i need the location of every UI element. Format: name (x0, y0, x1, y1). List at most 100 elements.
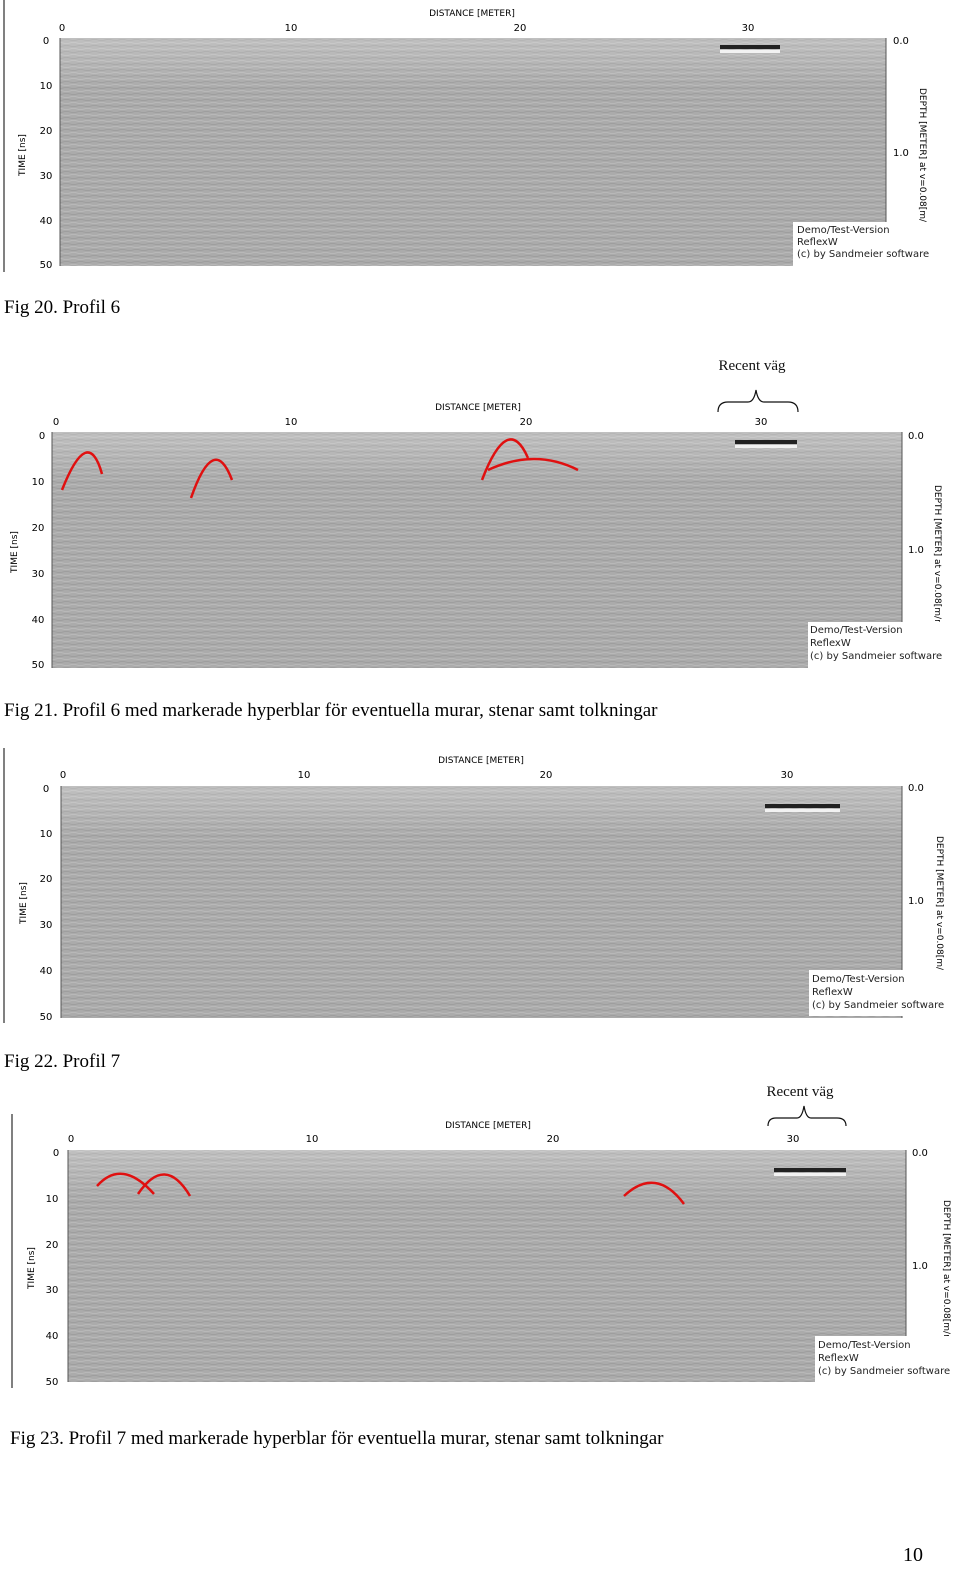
watermark-line: (c) by Sandmeier software (810, 651, 942, 662)
x-tick: 0 (60, 770, 66, 781)
hyperbola-markers (60, 438, 579, 499)
y-tick: 20 (46, 1240, 59, 1251)
watermark-box (808, 622, 948, 668)
road-brace (767, 1105, 847, 1127)
y-tick: 40 (40, 216, 53, 227)
depth-tick: 1.0 (908, 896, 924, 907)
recent-road-annotation: Recent väg (766, 1084, 834, 1100)
x-axis-label: DISTANCE [METER] (429, 9, 515, 19)
y-tick: 10 (40, 829, 53, 840)
depth-tick: 1.0 (893, 148, 909, 159)
depth-tick: 1.0 (908, 545, 924, 556)
watermark-line: ReflexW (797, 237, 838, 248)
road-brace (717, 389, 799, 413)
depth-axis-label: DEPTH [METER] at v=0.08[m/ns] (941, 1200, 951, 1348)
radargram-fig20: DISTANCE [METER] 0 10 20 30 0 10 20 30 4… (0, 0, 940, 272)
road-reflector-light (720, 50, 780, 53)
caption-fig23: Fig 23. Profil 7 med markerade hyperblar… (10, 1428, 664, 1449)
x-tick: 20 (547, 1134, 560, 1145)
watermark-line: (c) by Sandmeier software (818, 1366, 950, 1377)
y-tick: 10 (46, 1194, 59, 1205)
y-tick: 40 (32, 615, 45, 626)
y-tick: 0 (43, 784, 49, 795)
y-tick: 20 (40, 126, 53, 137)
road-reflector-light (774, 1173, 846, 1176)
road-reflector (774, 1168, 846, 1172)
y-axis-label: TIME [ns] (19, 882, 29, 925)
caption-fig21: Fig 21. Profil 6 med markerade hyperblar… (4, 700, 658, 721)
x-tick: 30 (787, 1134, 800, 1145)
watermark-line: (c) by Sandmeier software (797, 249, 929, 260)
watermark-box (793, 222, 930, 266)
road-reflector (735, 440, 797, 444)
watermark-line: ReflexW (810, 638, 851, 649)
recent-road-annotation: Recent väg (718, 358, 786, 374)
y-tick: 30 (40, 171, 53, 182)
x-tick: 0 (68, 1134, 74, 1145)
y-axis-label: TIME [ns] (10, 531, 20, 574)
x-tick: 20 (520, 417, 533, 428)
y-tick: 0 (53, 1148, 59, 1159)
y-tick: 30 (32, 569, 45, 580)
y-tick: 10 (32, 477, 45, 488)
radargram-fig22: DISTANCE [METER] 0 10 20 30 0 10 20 30 4… (0, 748, 955, 1023)
x-tick: 30 (742, 23, 755, 34)
y-tick: 50 (32, 660, 45, 670)
radargram-fig23: Recent väg DISTANCE [METER] 0 10 20 30 0… (0, 1078, 960, 1388)
y-tick: 20 (32, 523, 45, 534)
hyperbola-marker (96, 1172, 155, 1195)
hyperbola-marker (623, 1181, 686, 1205)
depth-tick: 0.0 (908, 431, 924, 442)
page-number: 10 (903, 1544, 923, 1566)
hyperbola-marker (480, 438, 530, 481)
hyperbola-marker (60, 451, 104, 491)
x-tick: 10 (285, 23, 298, 34)
y-axis-label: TIME [ns] (18, 134, 28, 177)
y-tick: 0 (39, 431, 45, 442)
y-tick: 0 (43, 36, 49, 47)
depth-axis-label: DEPTH [METER] at v=0.08[m/ns] (932, 485, 942, 633)
caption-fig20: Fig 20. Profil 6 (4, 297, 121, 318)
hyperbola-marker (487, 457, 579, 472)
watermark-box (815, 1336, 955, 1382)
x-tick: 0 (53, 417, 59, 428)
x-axis-label: DISTANCE [METER] (445, 1121, 531, 1131)
road-reflector-light (765, 809, 840, 812)
near-surface-band (61, 786, 902, 836)
hyperbola-marker (189, 458, 234, 499)
x-tick: 10 (298, 770, 311, 781)
road-reflector (765, 804, 840, 808)
y-tick: 50 (40, 1012, 53, 1023)
watermark-box (809, 970, 949, 1016)
x-tick: 30 (755, 417, 768, 428)
x-tick: 10 (306, 1134, 319, 1145)
x-tick: 0 (59, 23, 65, 34)
x-tick: 30 (781, 770, 794, 781)
y-tick: 50 (46, 1377, 59, 1388)
road-reflector (720, 45, 780, 49)
depth-tick: 0.0 (912, 1148, 928, 1159)
watermark-line: Demo/Test-Version (810, 625, 903, 636)
y-tick: 30 (40, 920, 53, 931)
x-tick: 10 (285, 417, 298, 428)
y-tick: 30 (46, 1285, 59, 1296)
x-axis-label: DISTANCE [METER] (435, 403, 521, 413)
hyperbola-markers (96, 1172, 686, 1205)
road-reflector-light (735, 445, 797, 448)
depth-tick: 1.0 (912, 1261, 928, 1272)
hyperbola-marker (136, 1173, 192, 1197)
caption-fig22: Fig 22. Profil 7 (4, 1051, 121, 1072)
watermark-line: Demo/Test-Version (797, 225, 890, 236)
y-tick: 10 (40, 81, 53, 92)
y-tick: 40 (46, 1331, 59, 1342)
depth-tick: 0.0 (893, 36, 909, 47)
watermark-line: Demo/Test-Version (818, 1340, 911, 1351)
y-tick: 20 (40, 874, 53, 885)
near-surface-band (52, 432, 902, 482)
depth-axis-label: DEPTH [METER] at v=0.08[m/ns] (934, 836, 944, 984)
depth-tick: 0.0 (908, 783, 924, 794)
watermark-line: (c) by Sandmeier software (812, 1000, 944, 1011)
x-axis-label: DISTANCE [METER] (438, 756, 524, 766)
watermark-line: ReflexW (818, 1353, 859, 1364)
y-axis-label: TIME [ns] (27, 1247, 37, 1290)
